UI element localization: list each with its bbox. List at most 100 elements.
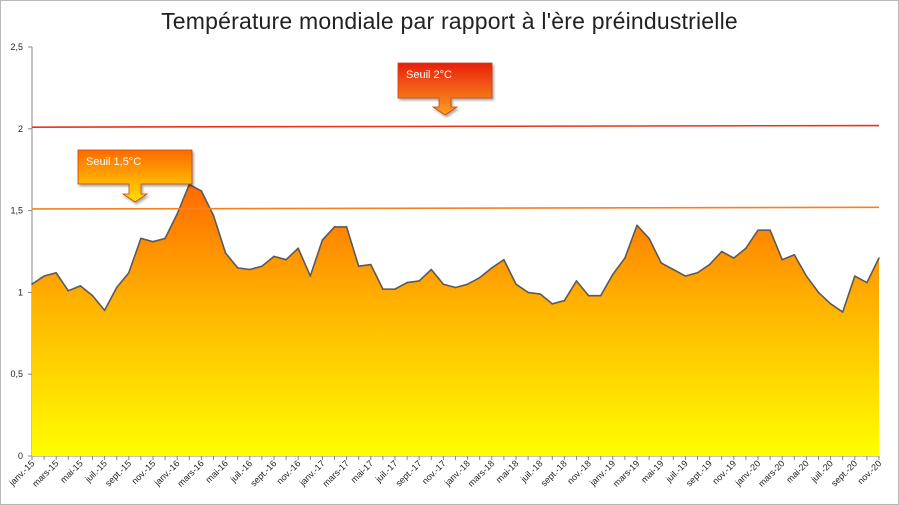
threshold-callouts: Seuil 2°C Seuil 1,5°C [77,62,493,203]
temperature-area-fill [32,184,879,457]
data-point [684,275,687,277]
data-point [430,268,433,271]
data-point [79,285,82,287]
data-point [466,283,469,286]
data-point [236,267,239,269]
y-tick-label: 2,5 [10,42,23,52]
x-tick-label: sept.-15 [103,458,133,488]
data-point [321,239,324,241]
threshold-line-1-5c [31,206,880,210]
data-point [515,283,517,286]
data-point [539,293,541,295]
data-point [841,311,844,313]
data-point [115,286,118,289]
temperature-area-series [31,183,880,457]
x-tick-label: mars-17 [321,458,351,488]
data-point [587,294,590,297]
data-point [357,265,360,268]
data-point [442,283,445,286]
x-tick-label: mars-18 [466,458,496,488]
data-point [648,237,650,240]
x-tick-label: mai-19 [639,458,666,485]
data-point [491,267,493,269]
data-point [527,291,529,294]
data-point [599,294,602,297]
callout-seuil-2c-label: Seuil 2°C [406,69,452,81]
data-point [733,257,735,259]
data-point [382,288,384,290]
data-point [878,257,880,259]
data-point [55,271,57,274]
y-tick-label: 0,5 [10,369,23,379]
x-tick-label: mars-19 [611,458,641,488]
data-point [406,281,408,284]
data-point [720,250,723,253]
data-point [418,280,421,282]
x-tick-label: sept.-16 [248,458,278,488]
data-point [31,283,33,286]
x-tick-label: mai-17 [349,458,376,485]
x-tick-label: mai-15 [58,458,85,485]
x-tick-label: sept.-19 [684,458,714,488]
data-point [91,294,94,297]
chart-title: Température mondiale par rapport à l'ère… [161,8,738,34]
data-point [43,275,45,277]
data-point [297,247,300,250]
y-tick-label: 0 [18,451,23,461]
data-point [370,263,372,266]
data-point [224,252,227,254]
data-point [624,257,626,259]
x-tick-label: sept.-17 [394,458,424,488]
data-point [696,271,699,274]
callout-seuil-1-5c: Seuil 1,5°C [77,149,193,203]
callout-seuil-2c-shape [397,62,493,116]
y-tick-label: 1 [18,287,23,297]
data-point [660,262,662,264]
data-point [612,273,614,276]
data-point [781,258,783,261]
data-point [285,258,287,261]
x-tick-label: nov.-20 [856,458,884,486]
data-point [394,288,396,290]
data-point [854,275,856,277]
callout-seuil-1-5c-shape [77,149,193,203]
data-point [103,309,106,312]
x-tick-label: mai-16 [203,458,230,485]
data-point [164,237,166,240]
threshold-lines [31,124,880,210]
data-point [563,299,566,302]
x-tick-label: mars-16 [175,458,205,488]
data-point [309,275,312,277]
data-point [817,291,820,294]
callout-seuil-2c: Seuil 2°C [397,62,493,116]
data-point [478,276,481,279]
data-point [212,214,215,217]
data-point [829,303,832,305]
data-point [140,237,142,240]
data-point [200,190,203,192]
data-point [152,240,154,243]
data-point [128,271,130,274]
x-tick-label: sept.-18 [539,458,569,488]
x-tick-label: mai-18 [494,458,521,485]
data-point [333,226,336,228]
y-tick-label: 1,5 [10,206,23,216]
data-point [261,265,263,268]
data-point [575,280,578,282]
data-point [672,268,675,271]
data-point [805,275,808,277]
data-point [503,258,505,261]
data-point [176,213,178,215]
data-point [454,286,457,289]
data-point [769,229,771,232]
data-point [636,224,638,227]
x-tick-label: sept.-20 [829,458,859,488]
data-point [793,253,796,256]
data-point [757,229,759,232]
callout-seuil-1-5c-label: Seuil 1,5°C [86,156,141,168]
x-tick-label: mai-20 [784,458,811,485]
data-point [708,263,711,266]
data-point [551,303,554,305]
data-point [249,268,251,271]
